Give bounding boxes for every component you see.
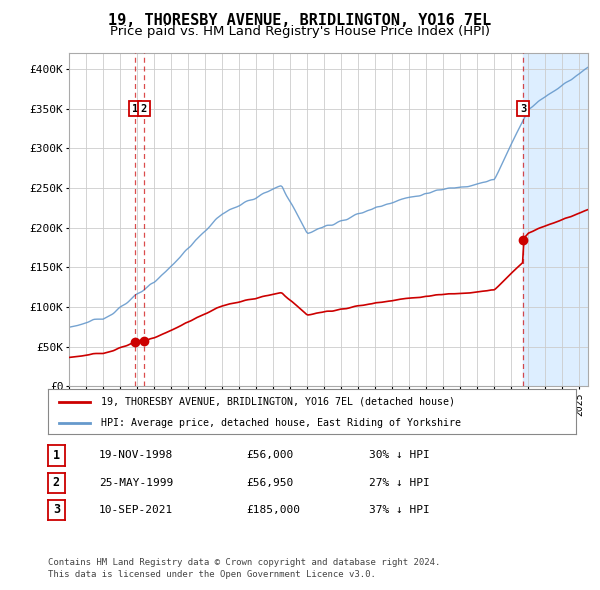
Text: £56,000: £56,000: [246, 451, 293, 460]
Text: Contains HM Land Registry data © Crown copyright and database right 2024.
This d: Contains HM Land Registry data © Crown c…: [48, 558, 440, 579]
Text: 1: 1: [132, 104, 138, 114]
Text: 27% ↓ HPI: 27% ↓ HPI: [369, 478, 430, 487]
Text: 2: 2: [53, 476, 60, 489]
Text: Price paid vs. HM Land Registry's House Price Index (HPI): Price paid vs. HM Land Registry's House …: [110, 25, 490, 38]
Text: 3: 3: [520, 104, 526, 114]
Text: 25-MAY-1999: 25-MAY-1999: [99, 478, 173, 487]
Text: 2: 2: [141, 104, 147, 114]
Text: HPI: Average price, detached house, East Riding of Yorkshire: HPI: Average price, detached house, East…: [101, 418, 461, 428]
Text: 30% ↓ HPI: 30% ↓ HPI: [369, 451, 430, 460]
Text: 19-NOV-1998: 19-NOV-1998: [99, 451, 173, 460]
Text: 19, THORESBY AVENUE, BRIDLINGTON, YO16 7EL: 19, THORESBY AVENUE, BRIDLINGTON, YO16 7…: [109, 13, 491, 28]
Text: 19, THORESBY AVENUE, BRIDLINGTON, YO16 7EL (detached house): 19, THORESBY AVENUE, BRIDLINGTON, YO16 7…: [101, 397, 455, 407]
Text: 1: 1: [53, 449, 60, 462]
Text: 3: 3: [53, 503, 60, 516]
Text: 37% ↓ HPI: 37% ↓ HPI: [369, 505, 430, 514]
Text: 10-SEP-2021: 10-SEP-2021: [99, 505, 173, 514]
Text: £56,950: £56,950: [246, 478, 293, 487]
Text: £185,000: £185,000: [246, 505, 300, 514]
